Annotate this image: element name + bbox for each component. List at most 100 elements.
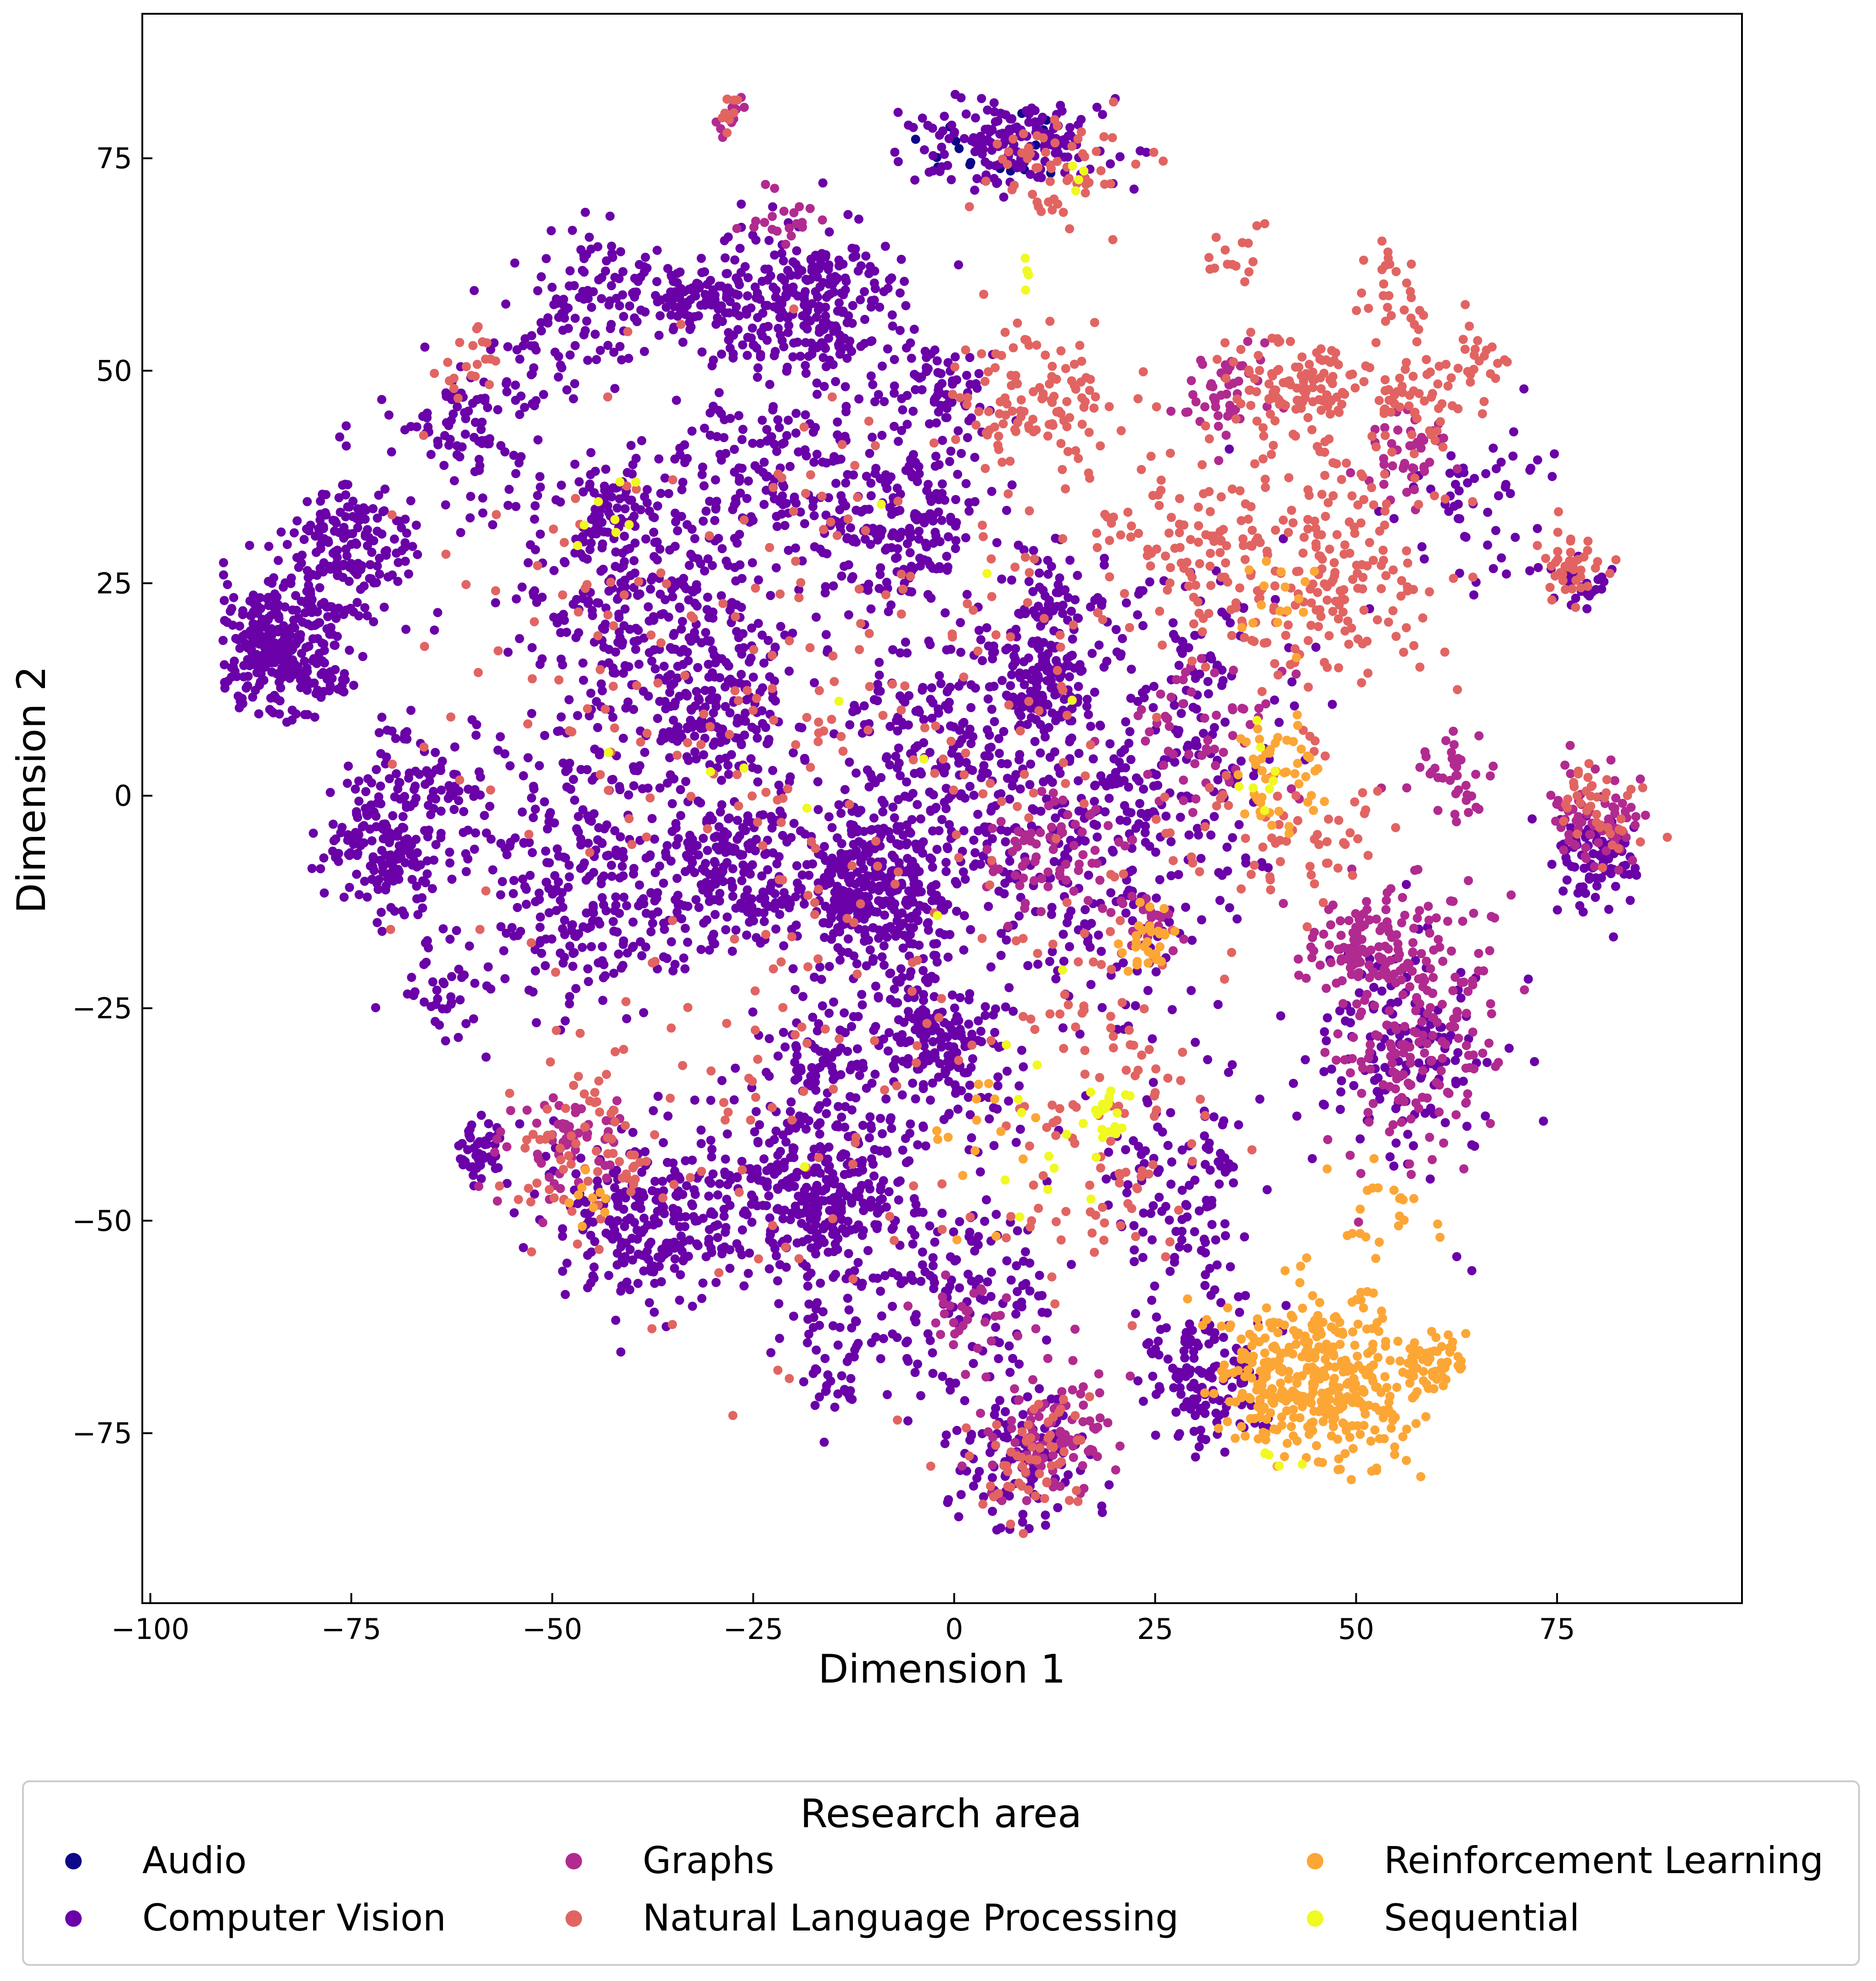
data-point [818,178,828,188]
data-point [515,1119,525,1128]
data-point [476,790,485,800]
data-point [866,1202,875,1212]
data-point [500,974,510,983]
data-point [282,540,292,549]
data-point [957,1086,966,1095]
data-point [967,1133,976,1143]
data-point [595,750,604,759]
data-point [904,792,914,802]
data-point [720,236,729,246]
data-point [820,842,829,851]
data-point [511,469,521,478]
data-point [890,899,900,909]
data-point [843,892,853,902]
data-point [762,1177,772,1187]
data-point [934,460,944,470]
data-point [853,266,863,276]
data-point [470,418,480,427]
data-point [1018,1510,1028,1519]
data-point [1016,1124,1025,1134]
data-point [328,549,338,558]
data-point [779,941,789,951]
data-point [685,318,694,327]
data-point [738,850,747,860]
data-point [354,830,364,840]
data-point [1028,804,1037,814]
data-point [527,793,536,803]
data-point [841,1228,851,1238]
data-point [812,449,822,459]
data-point [696,1125,706,1135]
data-point [619,668,628,678]
data-point [339,532,349,541]
data-point [925,853,935,863]
data-point [806,1268,816,1278]
data-point [1215,1149,1225,1158]
data-point [753,372,762,382]
data-point [447,875,457,884]
data-point [331,853,340,862]
data-point [1133,1376,1143,1386]
data-point [952,906,961,916]
data-point [924,168,934,177]
data-point [316,539,325,549]
data-point [859,701,869,711]
data-point [426,449,436,459]
data-point [906,1119,915,1129]
data-point [437,786,446,795]
data-point [465,1162,475,1172]
data-point [825,355,834,365]
data-point [279,640,289,650]
data-point [385,836,394,846]
data-point [1002,1433,1012,1442]
data-point [706,1135,716,1145]
data-point [989,681,999,691]
data-point [484,1119,493,1128]
data-point [888,803,898,812]
data-point [800,899,809,909]
data-point [876,1114,885,1123]
data-point [413,910,423,920]
data-point [748,860,757,870]
data-point [853,1044,862,1054]
data-point [676,785,685,794]
data-point [525,838,534,847]
data-point [897,1030,907,1039]
data-point [737,716,747,725]
data-point [1007,670,1017,679]
data-point [779,482,789,492]
data-point [274,614,284,623]
data-point [690,841,700,850]
data-point [593,242,603,252]
data-point [407,972,416,982]
data-point [699,516,708,526]
data-point [1102,1174,1111,1184]
data-point [400,425,410,435]
data-point [1065,123,1075,132]
data-point [605,324,615,333]
data-point [959,134,969,143]
data-point [876,773,886,782]
data-point [797,1218,806,1228]
data-point [730,500,739,510]
data-point [411,793,421,803]
data-point [1106,159,1115,168]
data-point [773,1276,783,1285]
data-point [469,1144,479,1153]
data-point [772,447,782,456]
data-point [888,321,897,331]
data-point [918,1121,928,1131]
data-point [1014,755,1024,764]
data-point [766,1230,775,1240]
data-point [746,653,756,663]
data-point [356,841,365,850]
data-point [693,663,703,673]
data-point [777,509,786,519]
data-point [897,1090,907,1100]
data-point [844,1249,853,1258]
data-point [516,926,526,936]
data-point [276,527,286,537]
data-point [1131,1309,1140,1319]
data-point [1115,152,1125,162]
data-point [610,826,620,836]
